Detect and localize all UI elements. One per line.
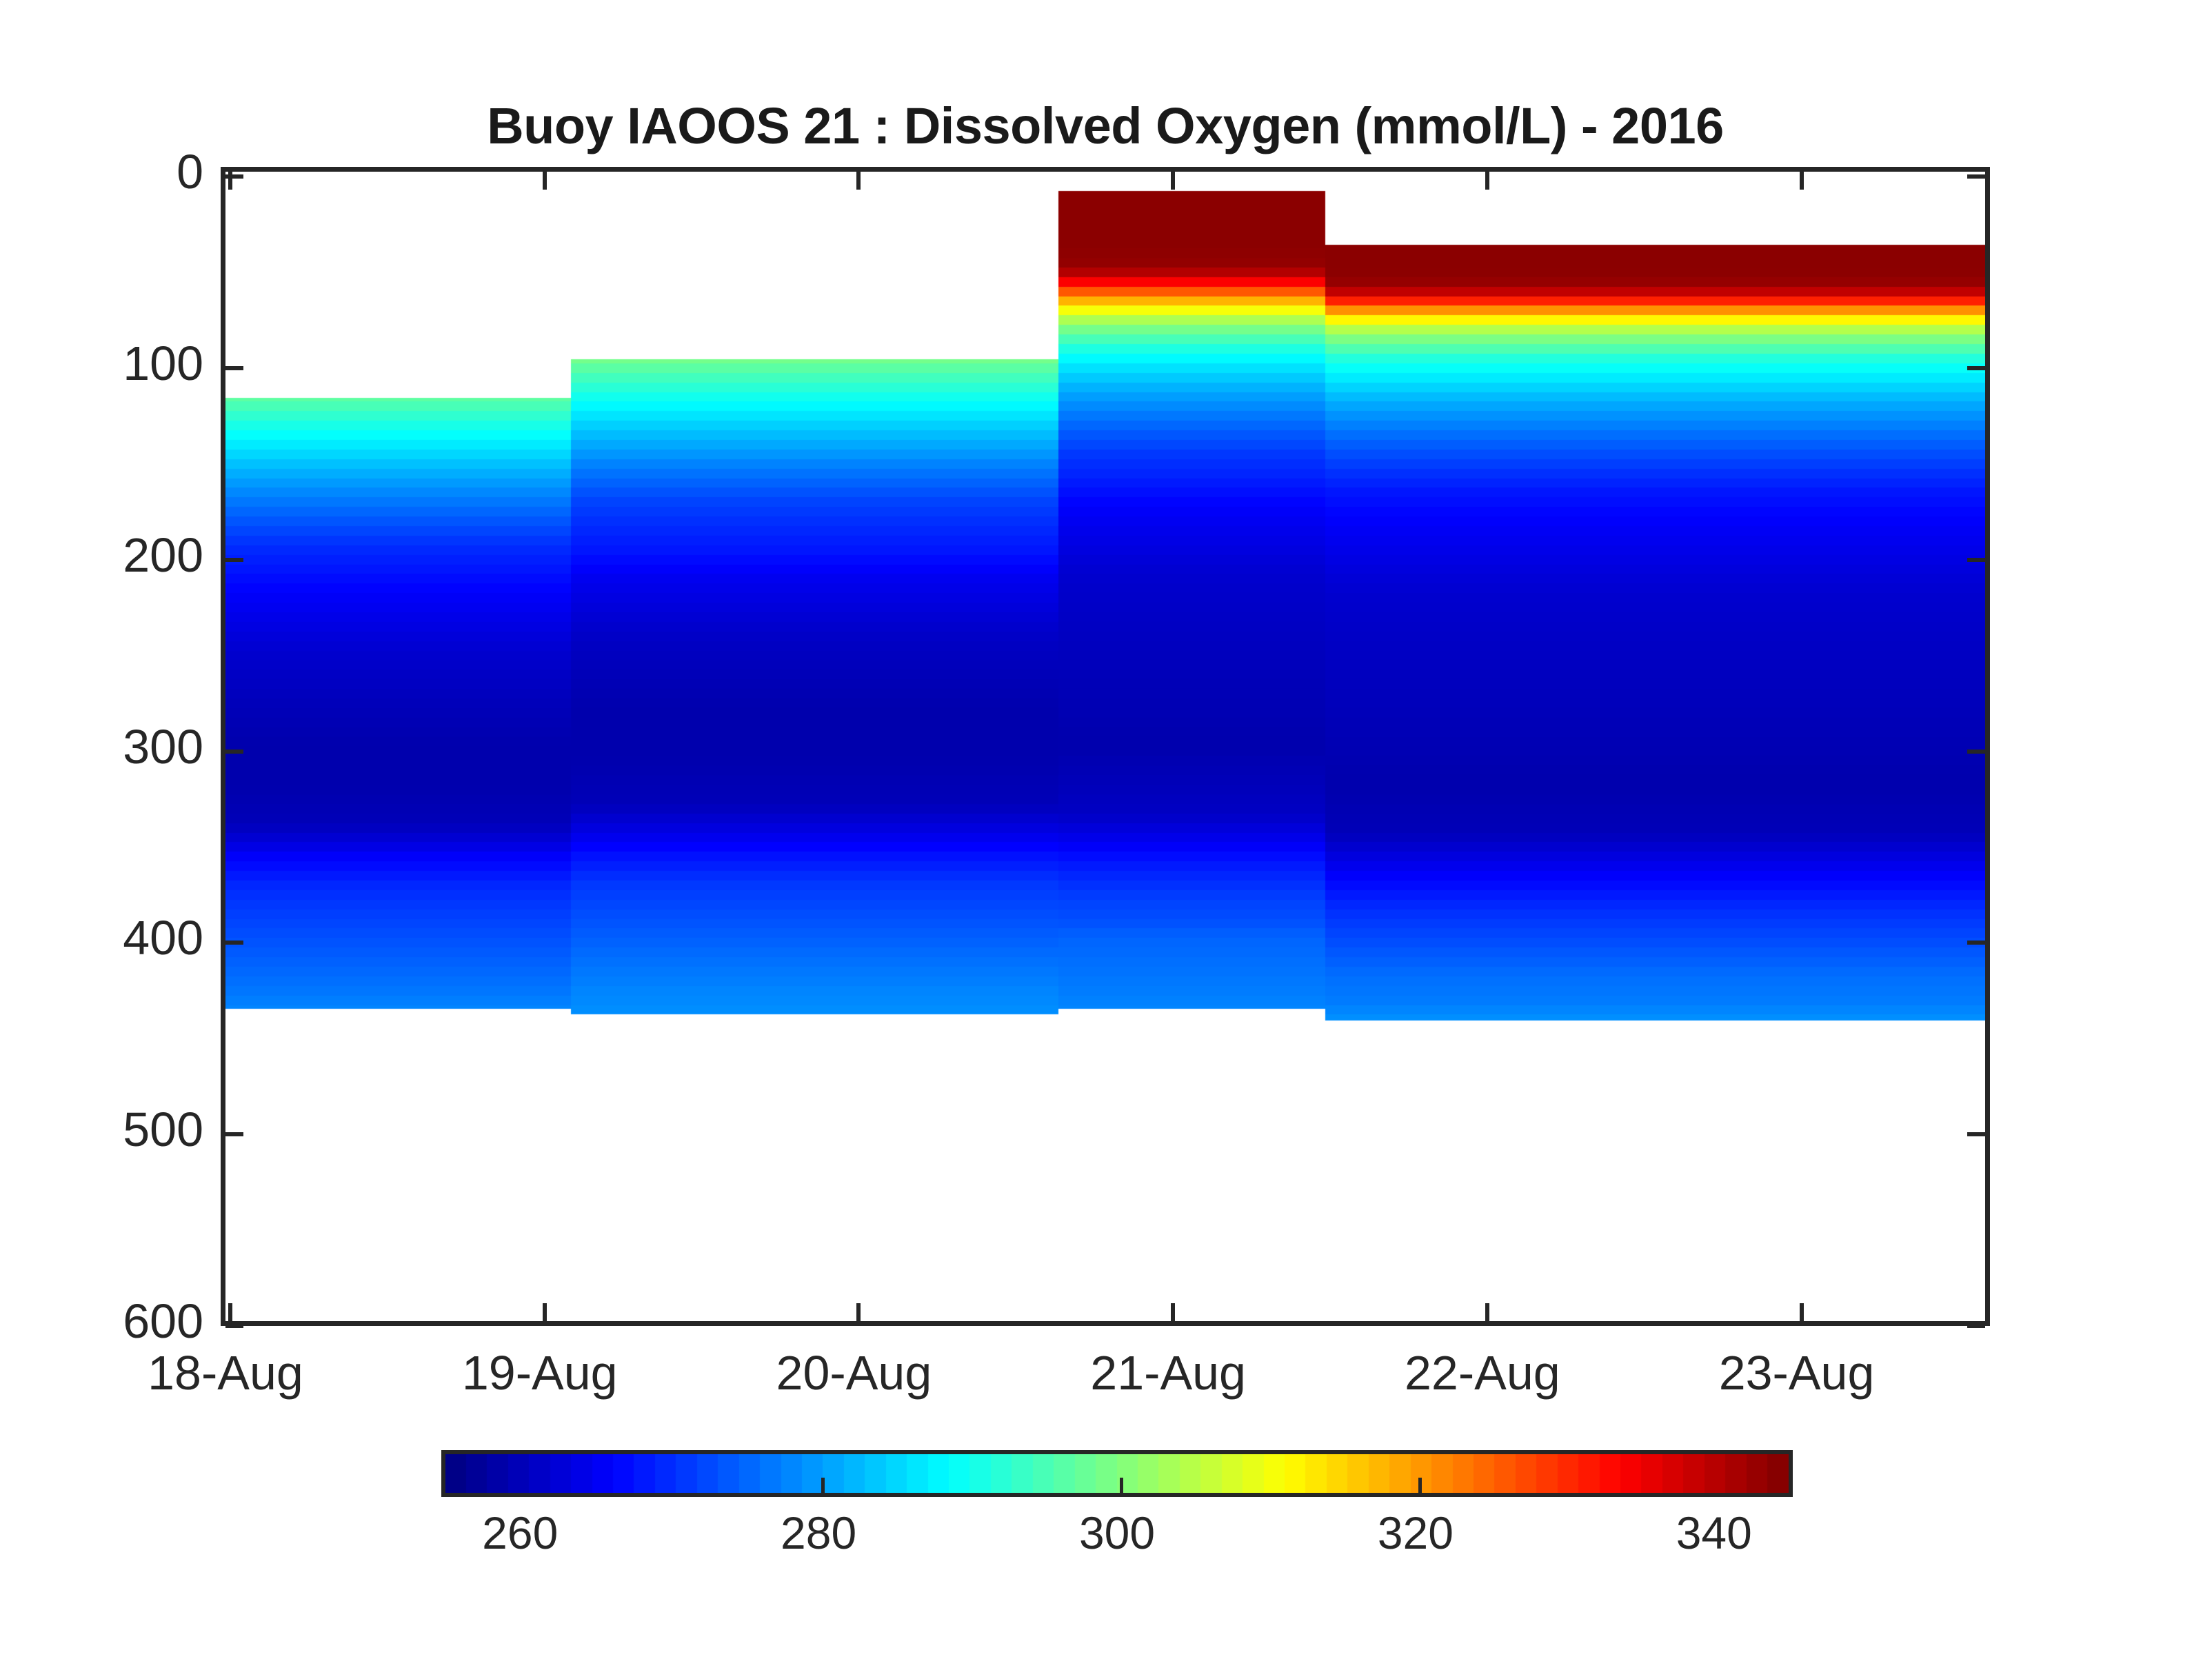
x-axis-tick (856, 172, 861, 190)
heatmap-canvas (225, 172, 1985, 1321)
colorbar-tick (821, 1478, 825, 1493)
x-axis-tick (1799, 1303, 1804, 1321)
y-axis-tick-label: 600 (123, 1294, 203, 1348)
y-axis-tick (1967, 365, 1985, 370)
y-axis-tick (1967, 749, 1985, 754)
y-axis-tick (1967, 174, 1985, 179)
y-axis-tick (1967, 1132, 1985, 1137)
colorbar-tick-label: 340 (1676, 1507, 1752, 1558)
y-axis-tick-label: 100 (123, 336, 203, 390)
page-title: Buoy IAOOS 21 : Dissolved Oxygen (mmol/L… (487, 97, 1724, 154)
colorbar-tick (1418, 1478, 1422, 1493)
x-axis-tick (1171, 1303, 1176, 1321)
x-axis-tick (1799, 172, 1804, 190)
x-axis-tick (228, 172, 232, 190)
colorbar (441, 1450, 1793, 1497)
x-axis-tick (1485, 172, 1489, 190)
y-axis-tick-label: 0 (177, 145, 203, 199)
y-axis-tick (225, 365, 243, 370)
y-axis-tick (225, 941, 243, 945)
y-axis-tick (225, 1324, 243, 1328)
x-axis-tick-label: 20-Aug (776, 1346, 932, 1400)
colorbar-canvas (445, 1454, 1789, 1493)
x-axis-tick (1485, 1303, 1489, 1321)
x-axis-tick (542, 172, 547, 190)
colorbar-tick-label: 260 (482, 1507, 559, 1558)
x-axis-tick-label: 22-Aug (1404, 1346, 1560, 1400)
x-axis-tick (228, 1303, 232, 1321)
colorbar-tick (1120, 1478, 1123, 1493)
y-axis-tick (225, 557, 243, 562)
y-axis-tick (1967, 941, 1985, 945)
colorbar-tick-label: 300 (1078, 1507, 1156, 1558)
y-axis-tick (1967, 557, 1985, 562)
x-axis-tick-label: 21-Aug (1090, 1346, 1246, 1400)
y-axis-tick-label: 300 (123, 719, 203, 774)
y-axis-tick-label: 200 (123, 527, 203, 582)
x-axis-tick (856, 1303, 861, 1321)
y-axis-tick (225, 1132, 243, 1137)
x-axis-tick-label: 23-Aug (1718, 1346, 1875, 1400)
x-axis-tick (542, 1303, 547, 1321)
x-axis-tick-label: 19-Aug (461, 1346, 618, 1400)
colorbar-tick-label: 280 (781, 1507, 857, 1558)
colorbar-tick-label: 320 (1377, 1507, 1454, 1558)
y-axis-tick (225, 174, 243, 179)
y-axis-tick-label: 400 (123, 911, 203, 965)
y-axis-tick (225, 749, 243, 754)
x-axis-tick-label: 18-Aug (148, 1346, 303, 1400)
x-axis-tick (1171, 172, 1176, 190)
y-axis-tick-label: 500 (123, 1103, 203, 1157)
y-axis-tick (1967, 1324, 1985, 1328)
plot-axes (221, 167, 1990, 1328)
